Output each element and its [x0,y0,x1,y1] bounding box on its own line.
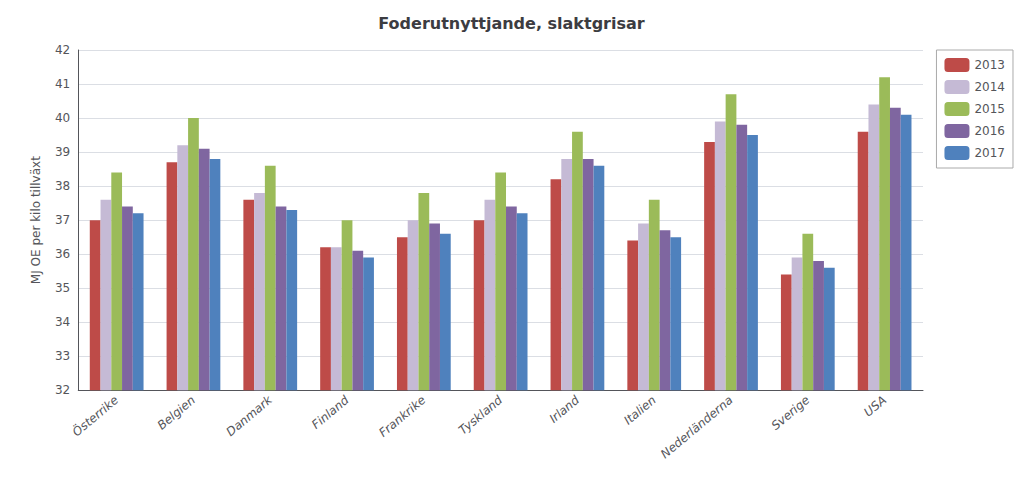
svg-text:36: 36 [55,247,70,261]
svg-text:42: 42 [55,43,70,57]
svg-text:41: 41 [55,77,70,91]
svg-text:2014: 2014 [974,80,1005,94]
svg-text:2016: 2016 [974,124,1005,138]
svg-text:Foderutnyttjande, slaktgrisar: Foderutnyttjande, slaktgrisar [378,14,644,33]
svg-text:Finland: Finland [309,393,352,432]
svg-text:Frankrike: Frankrike [376,393,428,440]
svg-text:39: 39 [55,145,70,159]
svg-text:Irland: Irland [547,393,583,426]
svg-text:Österrike: Österrike [69,391,122,439]
svg-text:2015: 2015 [974,102,1005,116]
svg-text:2017: 2017 [974,146,1005,160]
svg-text:Danmark: Danmark [224,392,276,439]
svg-text:Tyskland: Tyskland [456,393,506,438]
svg-text:Nederländerna: Nederländerna [658,393,736,461]
svg-text:40: 40 [55,111,70,125]
svg-text:Italien: Italien [621,393,659,428]
svg-text:33: 33 [55,349,70,363]
svg-text:2013: 2013 [974,58,1005,72]
svg-text:32: 32 [55,383,70,397]
svg-text:Belgien: Belgien [155,393,198,433]
svg-text:34: 34 [55,315,70,329]
svg-text:USA: USA [861,393,889,420]
svg-text:37: 37 [55,213,70,227]
svg-text:Sverige: Sverige [769,393,813,433]
svg-text:MJ OE per kilo tillväxt: MJ OE per kilo tillväxt [29,156,43,284]
svg-text:35: 35 [55,281,70,295]
svg-text:38: 38 [55,179,70,193]
